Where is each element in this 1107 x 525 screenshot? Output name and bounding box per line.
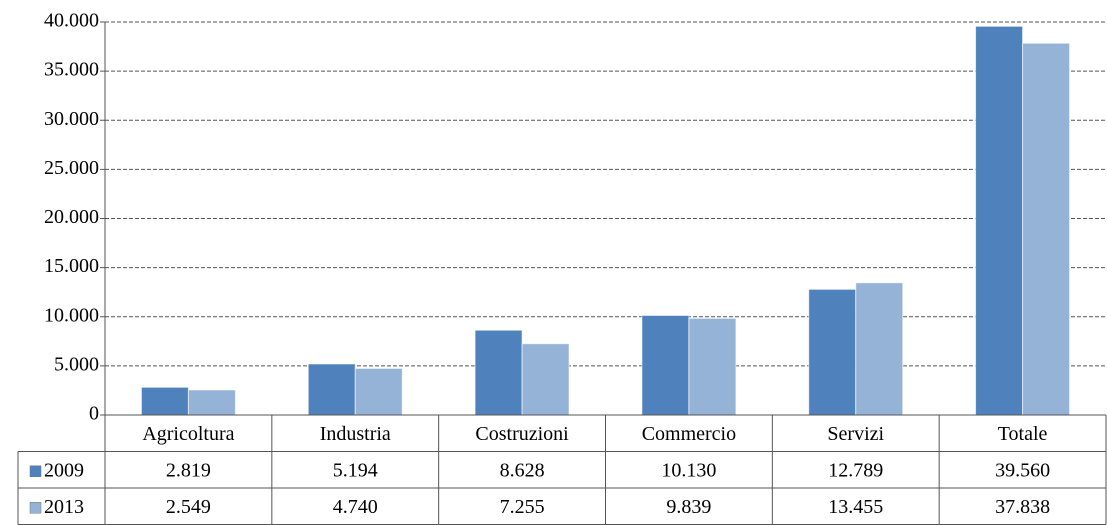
- table-value: 2.819: [166, 459, 211, 481]
- legend-marker: [29, 465, 42, 477]
- table-value: 12.789: [828, 459, 883, 481]
- table-value: 5.194: [333, 459, 378, 481]
- bar: [307, 363, 356, 416]
- y-tick-label: 0: [89, 403, 99, 425]
- y-tick-label: 25.000: [44, 157, 99, 179]
- bar: [855, 282, 904, 416]
- x-tick-label: Totale: [998, 423, 1048, 445]
- bar: [975, 25, 1024, 416]
- bar: [187, 389, 236, 416]
- bar: [354, 367, 403, 416]
- bar: [1022, 42, 1071, 416]
- bar: [688, 317, 737, 416]
- y-tick-label: 30.000: [44, 108, 99, 130]
- table-value: 13.455: [828, 496, 883, 518]
- y-tick-label: 35.000: [44, 59, 99, 81]
- y-tick-label: 40.000: [44, 10, 99, 32]
- bar: [641, 314, 690, 416]
- x-tick-label: Industria: [320, 423, 391, 445]
- bar: [140, 386, 189, 416]
- y-tick-label: 5.000: [54, 353, 99, 375]
- y-tick-label: 10.000: [44, 304, 99, 326]
- bar: [474, 329, 523, 416]
- legend-marker: [29, 502, 42, 514]
- x-tick-label: Commercio: [642, 423, 736, 445]
- x-tick-label: Costruzioni: [475, 423, 569, 445]
- table-value: 37.838: [995, 496, 1050, 518]
- table-value: 7.255: [500, 496, 545, 518]
- legend-label: 2013: [44, 496, 84, 518]
- table-value: 2.549: [166, 496, 211, 518]
- table-value: 10.130: [661, 459, 716, 481]
- bar: [808, 288, 857, 416]
- table-value: 9.839: [666, 496, 711, 518]
- table-value: 39.560: [995, 459, 1050, 481]
- bar: [521, 343, 570, 416]
- table-value: 8.628: [500, 459, 545, 481]
- legend-label: 2009: [44, 459, 84, 481]
- table-value: 4.740: [333, 496, 378, 518]
- y-tick-label: 15.000: [44, 255, 99, 277]
- y-tick-label: 20.000: [44, 206, 99, 228]
- x-tick-label: Servizi: [827, 423, 884, 445]
- x-tick-label: Agricoltura: [142, 423, 234, 445]
